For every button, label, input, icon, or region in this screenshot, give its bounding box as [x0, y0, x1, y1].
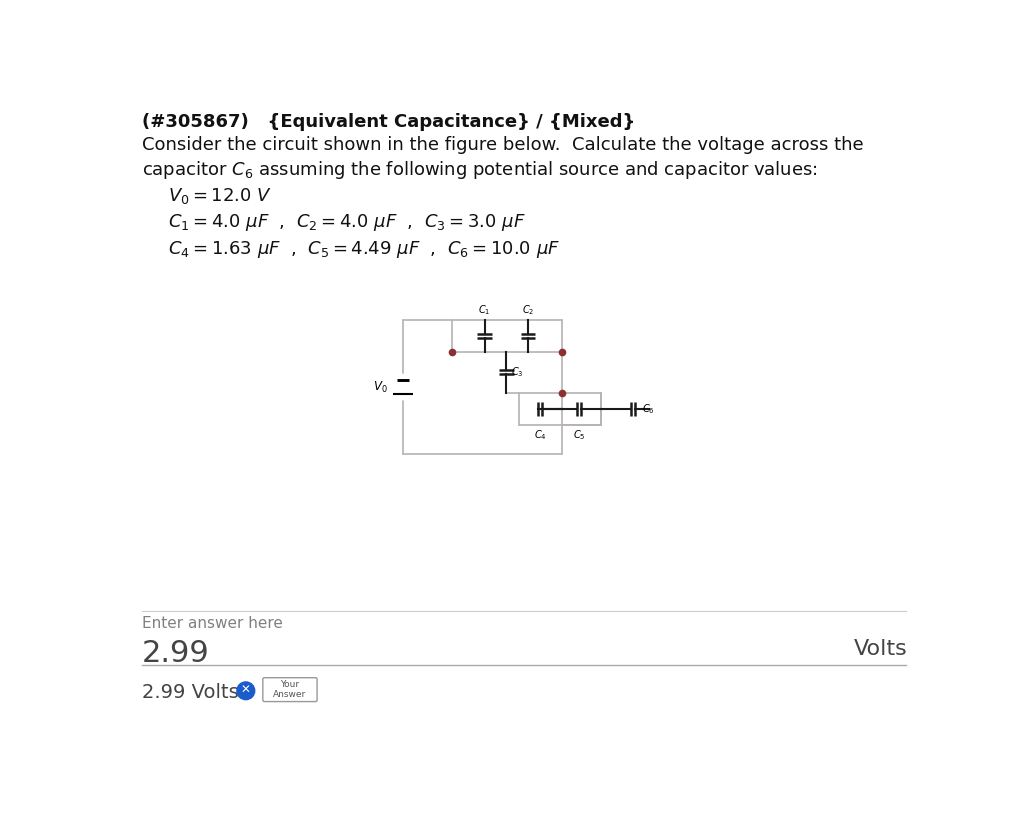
Text: capacitor $C_6$ assuming the following potential source and capacitor values:: capacitor $C_6$ assuming the following p…	[142, 159, 818, 181]
Text: Your
Answer: Your Answer	[273, 680, 306, 700]
Text: (#305867)   {Equivalent Capacitance} / {Mixed}: (#305867) {Equivalent Capacitance} / {Mi…	[142, 114, 635, 131]
Text: $C_1$: $C_1$	[478, 303, 490, 317]
Text: Enter answer here: Enter answer here	[142, 616, 283, 631]
Text: $C_6$: $C_6$	[642, 402, 655, 416]
Text: $V_0 = 12.0\ V$: $V_0 = 12.0\ V$	[168, 185, 272, 205]
Circle shape	[237, 682, 255, 700]
Text: ✕: ✕	[241, 684, 251, 697]
Text: Volts: Volts	[854, 640, 907, 659]
Text: $V_0$: $V_0$	[373, 379, 388, 395]
Text: Consider the circuit shown in the figure below.  Calculate the voltage across th: Consider the circuit shown in the figure…	[142, 136, 863, 154]
Text: $C_3$: $C_3$	[511, 366, 523, 379]
Text: $C_2$: $C_2$	[521, 303, 535, 317]
Text: $C_1 = 4.0\ \mu F$  ,  $C_2 = 4.0\ \mu F$  ,  $C_3 = 3.0\ \mu F$: $C_1 = 4.0\ \mu F$ , $C_2 = 4.0\ \mu F$ …	[168, 212, 526, 233]
Text: 2.99 Volts: 2.99 Volts	[142, 683, 239, 702]
Text: $C_4$: $C_4$	[534, 428, 547, 442]
Text: $C_5$: $C_5$	[572, 428, 586, 442]
Text: $C_4 = 1.63\ \mu F$  ,  $C_5 = 4.49\ \mu F$  ,  $C_6 = 10.0\ \mu F$: $C_4 = 1.63\ \mu F$ , $C_5 = 4.49\ \mu F…	[168, 239, 560, 260]
Text: 2.99: 2.99	[142, 640, 210, 668]
FancyBboxPatch shape	[263, 678, 317, 701]
